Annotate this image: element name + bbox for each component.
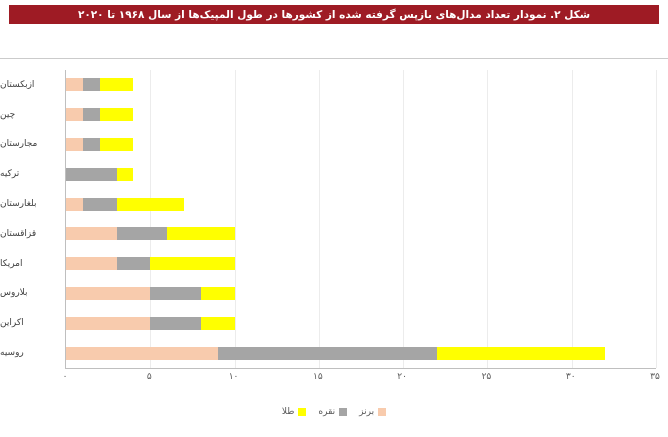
- x-tick-label: ۵: [146, 372, 152, 382]
- legend-swatch: [378, 408, 387, 416]
- legend-label: برنز: [359, 407, 375, 417]
- category-label: قزاقستان: [0, 228, 37, 239]
- gridline: [318, 70, 320, 368]
- bar-segment-نقره: [82, 197, 117, 211]
- bar-segment-طلا: [436, 346, 606, 360]
- bar-segment-برنز: [66, 316, 151, 330]
- bar-segment-نقره: [150, 316, 201, 330]
- bar-segment-برنز: [66, 346, 218, 360]
- gridline: [234, 70, 236, 368]
- bar-segment-نقره: [116, 257, 151, 271]
- bar-segment-برنز: [66, 78, 83, 92]
- gridline: [150, 70, 152, 368]
- bar-row: [66, 279, 656, 309]
- legend-swatch: [339, 408, 348, 416]
- legend-item: برنز: [359, 407, 387, 417]
- category-label: روسیه: [0, 348, 24, 359]
- bar-segment-برنز: [66, 197, 83, 211]
- bar-segment-برنز: [66, 137, 83, 151]
- category-label: اکراین: [0, 318, 24, 329]
- bar-segment-نقره: [82, 137, 100, 151]
- bar-segment-برنز: [66, 286, 151, 300]
- bar-segment-طلا: [167, 227, 235, 241]
- bar-segment-برنز: [66, 227, 117, 241]
- legend-label: طلا: [281, 407, 295, 417]
- gridline: [656, 70, 657, 368]
- bar-segment-نقره: [116, 227, 168, 241]
- x-tick-label: ۱۰: [228, 372, 239, 382]
- bar-segment-طلا: [99, 78, 134, 92]
- x-tick-label: ۲۰: [397, 372, 407, 382]
- bar-row: [66, 249, 656, 279]
- bar-segment-طلا: [150, 257, 235, 271]
- bar-row: [66, 100, 656, 130]
- x-axis-ticks: ۰ ۵ ۱۰ ۱۵ ۲۰ ۲۵ ۳۰ ۳۵: [62, 372, 660, 386]
- legend-item: نقره: [318, 407, 348, 417]
- bar-row: [66, 159, 656, 189]
- category-label: بلاروس: [0, 288, 28, 299]
- plot-area: [65, 70, 657, 369]
- legend-item: طلا: [282, 407, 307, 417]
- x-tick-label: ۳۰: [565, 372, 576, 382]
- gridline: [487, 70, 489, 368]
- category-label: بلغارستان: [0, 199, 37, 210]
- bar-segment-برنز: [66, 257, 117, 271]
- chart-legend: طلا نقره برنز: [0, 404, 668, 420]
- x-tick-label: ۲۵: [481, 372, 492, 382]
- bar-segment-طلا: [99, 137, 134, 151]
- stripped-medals-chart: ازبکستان چین مجارستان ترکیه بلغارستان قزاقستا…: [0, 64, 668, 437]
- bar-segment-طلا: [99, 108, 134, 122]
- category-label: ازبکستان: [0, 79, 35, 90]
- bar-segment-طلا: [116, 197, 184, 211]
- category-label: ترکیه: [0, 169, 20, 180]
- bar-row: [66, 70, 656, 100]
- bar-segment-طلا: [116, 167, 134, 181]
- bar-segment-نقره: [66, 167, 117, 181]
- gridline: [403, 70, 405, 368]
- figure-title: شکل ۲. نمودار تعداد مدال‌های بازپس گرفته…: [77, 8, 591, 21]
- category-labels: ازبکستان چین مجارستان ترکیه بلغارستان قزاقستا…: [0, 70, 60, 368]
- gridline: [571, 70, 573, 368]
- legend-label: نقره: [318, 407, 336, 417]
- bar-row: [66, 219, 656, 249]
- x-tick-label: ۳۵: [650, 372, 660, 382]
- legend-swatch: [298, 408, 307, 416]
- x-tick-label: ۰: [62, 372, 68, 382]
- bar-segment-نقره: [82, 108, 100, 122]
- bar-row: [66, 130, 656, 160]
- bar-segment-طلا: [200, 286, 235, 300]
- bar-row: [66, 308, 656, 338]
- bar-segment-نقره: [217, 346, 437, 360]
- header-divider: [0, 58, 668, 59]
- bar-segment-طلا: [200, 316, 235, 330]
- bar-row: [66, 189, 656, 219]
- bar-row: [66, 338, 656, 368]
- category-label: امریکا: [0, 258, 23, 269]
- category-label: مجارستان: [0, 139, 38, 150]
- bar-segment-نقره: [150, 286, 201, 300]
- bar-segment-برنز: [66, 108, 83, 122]
- bar-segment-نقره: [82, 78, 100, 92]
- category-label: چین: [0, 109, 16, 120]
- figure-title-banner: شکل ۲. نمودار تعداد مدال‌های بازپس گرفته…: [9, 5, 659, 24]
- x-tick-label: ۱۵: [313, 372, 323, 382]
